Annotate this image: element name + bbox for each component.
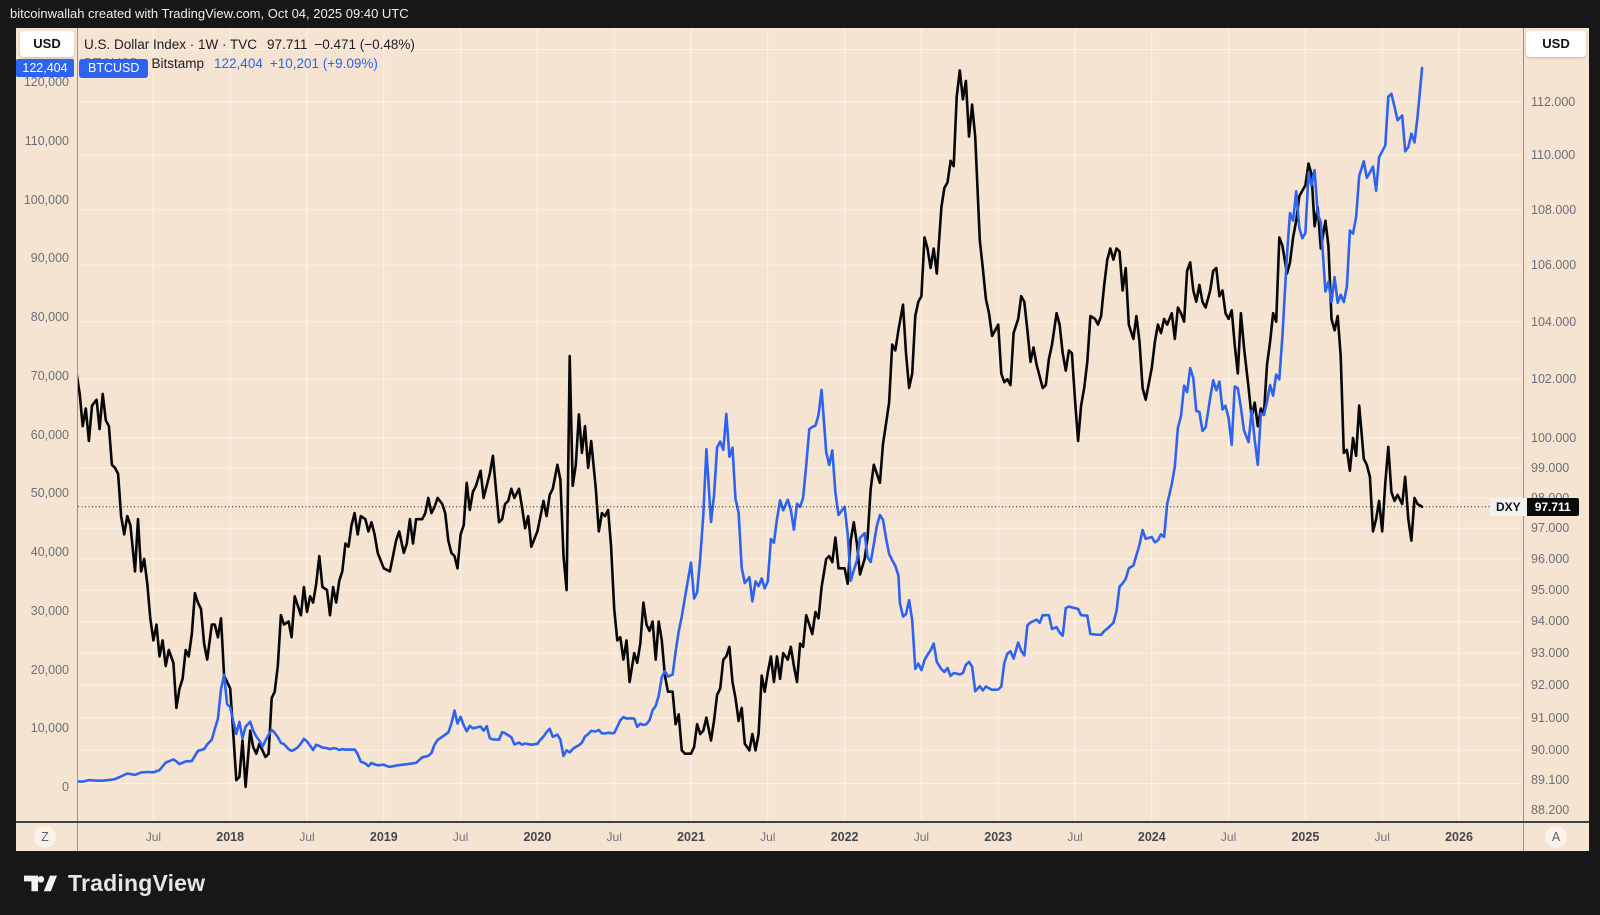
attribution-text: bitcoinwallah created with TradingView.c… — [10, 6, 409, 21]
time-axis-tick: 2022 — [830, 830, 859, 844]
left-scale-currency-button[interactable]: USD — [20, 31, 74, 57]
time-axis-tick: Jul — [145, 830, 162, 844]
right-axis-border — [1523, 28, 1524, 851]
zoom-reset-button[interactable]: Z — [34, 826, 56, 848]
right-axis-tick: 110.000 — [1531, 148, 1576, 163]
right-axis-tick: 88.200 — [1531, 803, 1570, 818]
time-axis-tick: 2018 — [216, 830, 245, 844]
top-attribution-bar: bitcoinwallah created with TradingView.c… — [0, 0, 1600, 28]
right-axis-tick: 99.000 — [1531, 460, 1570, 475]
legend-dxy-value: 97.711 — [267, 37, 308, 52]
dxy-badge-symbol: DXY — [1490, 498, 1527, 516]
time-axis-tick: 2023 — [984, 830, 1013, 844]
left-axis-tick: 80,000 — [30, 310, 69, 324]
time-axis-tick: 2019 — [369, 830, 398, 844]
series-lines — [78, 66, 1424, 789]
right-axis-tick: 91.000 — [1531, 710, 1570, 725]
chart-plot-area[interactable] — [78, 28, 1523, 822]
right-axis-tick: 106.000 — [1531, 258, 1577, 273]
dxy-axis-price-badge: DXY 97.711 — [1490, 498, 1579, 516]
left-axis-tick: 10,000 — [30, 721, 69, 736]
time-axis-tick: 2021 — [677, 830, 705, 844]
dxy-badge-value: 97.711 — [1526, 498, 1579, 516]
legend-dxy-title: U.S. Dollar Index · 1W · TVC — [84, 37, 258, 52]
right-axis-tick: 94.000 — [1531, 614, 1570, 629]
left-axis-tick: 100,000 — [23, 192, 69, 207]
legend-row-dxy[interactable]: U.S. Dollar Index · 1W · TVC 97.711 −0.471… — [84, 36, 415, 53]
right-axis-tick: 95.000 — [1531, 583, 1570, 598]
right-axis-tick: 96.000 — [1531, 552, 1570, 567]
left-axis-tick: 20,000 — [30, 662, 69, 677]
left-axis-tick: 0 — [62, 780, 69, 794]
auto-scale-button[interactable]: A — [1545, 826, 1567, 848]
right-axis-tick: 97.000 — [1531, 521, 1570, 536]
time-axis-tick: 2024 — [1137, 830, 1166, 844]
left-axis-tick: 50,000 — [30, 486, 69, 501]
right-scale-currency-button[interactable]: USD — [1526, 31, 1586, 57]
time-axis-tick: 2026 — [1445, 830, 1473, 844]
time-axis-tick: Jul — [452, 830, 469, 844]
btc-axis-price-badge: 122,404 — [16, 59, 74, 77]
legend-dxy-change: −0.471 (−0.48%) — [314, 37, 415, 52]
time-axis-border — [16, 821, 1589, 823]
time-axis-tick: Jul — [606, 830, 622, 844]
right-axis-tick: 100.000 — [1531, 431, 1577, 445]
left-axis-tick: 120,000 — [23, 75, 69, 89]
left-axis-tick: 30,000 — [30, 603, 69, 618]
btc-symbol-scale-badge[interactable]: BTCUSD — [79, 59, 149, 78]
right-axis-tick: 112.000 — [1531, 94, 1576, 109]
time-axis-tick: Jul — [299, 830, 315, 844]
grid-lines — [78, 28, 1523, 822]
left-axis-tick: 60,000 — [30, 427, 69, 442]
right-axis-tick: 90.000 — [1531, 743, 1570, 758]
footer-bar: TradingView — [0, 851, 1600, 915]
left-axis-border — [77, 28, 78, 851]
right-axis-tick: 93.000 — [1531, 646, 1570, 661]
legend-btc-value: 122,404 — [214, 56, 263, 71]
time-axis-tick: 2025 — [1291, 830, 1320, 844]
chart-widget-background — [16, 28, 1589, 851]
time-axis-tick: Jul — [1220, 830, 1237, 844]
left-axis-tick: 40,000 — [30, 545, 69, 559]
tradingview-brand-text[interactable]: TradingView — [68, 869, 206, 896]
right-axis-tick: 89.100 — [1531, 773, 1570, 788]
right-axis-tick: 104.000 — [1531, 314, 1577, 329]
left-axis-tick: 90,000 — [30, 251, 69, 266]
time-axis-tick: 2020 — [523, 830, 552, 844]
left-axis-tick: 70,000 — [30, 368, 69, 383]
time-axis-tick: Jul — [760, 830, 776, 844]
left-axis-tick: 110,000 — [24, 133, 69, 148]
legend-btc-change: +10,201 (+9.09%) — [269, 56, 378, 71]
time-axis-tick: Jul — [1067, 830, 1083, 844]
tradingview-logo-icon[interactable] — [24, 870, 57, 896]
right-axis-tick: 108.000 — [1531, 202, 1577, 217]
right-axis-tick: 92.000 — [1531, 678, 1570, 693]
time-axis-tick: Jul — [1374, 830, 1390, 844]
right-axis-tick: 102.000 — [1531, 372, 1577, 387]
time-axis-tick: Jul — [913, 830, 930, 844]
